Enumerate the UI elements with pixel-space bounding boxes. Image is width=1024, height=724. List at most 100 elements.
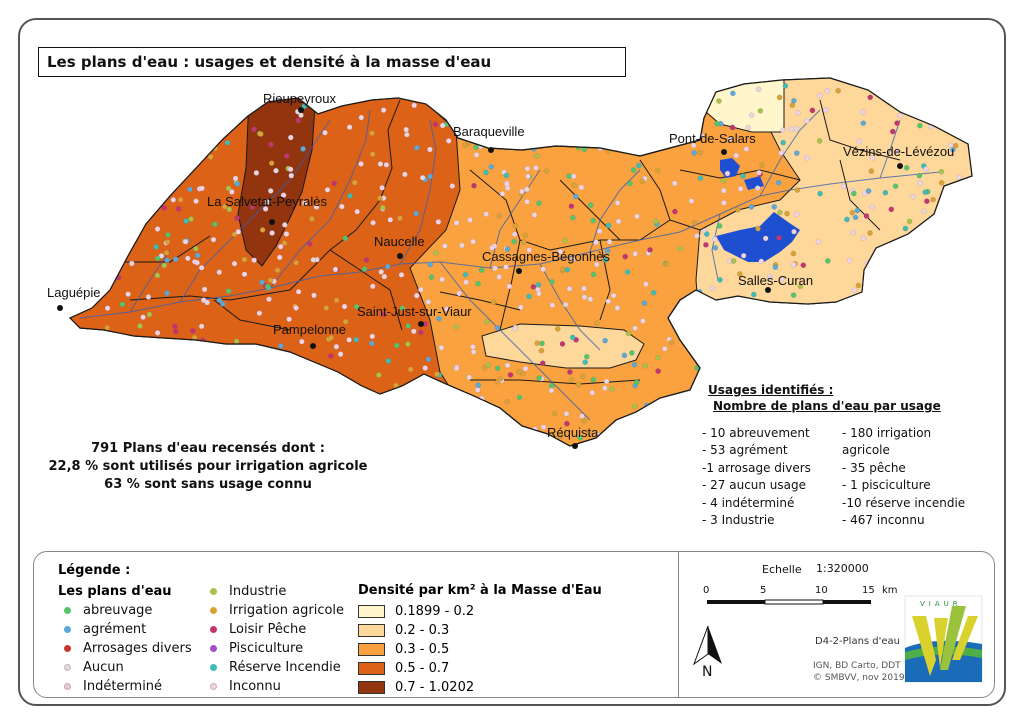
credits: IGN, BD Carto, DDT © SMBVV, nov 2019 bbox=[813, 660, 905, 684]
pond-dot bbox=[333, 343, 340, 350]
pond-dot bbox=[154, 255, 161, 262]
stats-irrigation: 22,8 % sont utilisés pour irrigation agr… bbox=[48, 459, 368, 474]
pond-dot bbox=[488, 164, 495, 170]
pond-dot bbox=[539, 340, 545, 347]
pond-dot bbox=[892, 183, 899, 189]
pond-dot bbox=[407, 366, 414, 373]
pond-dot bbox=[413, 210, 420, 217]
pond-dot bbox=[566, 173, 572, 179]
pond-dot bbox=[793, 211, 800, 217]
pond-dot bbox=[310, 256, 317, 263]
pond-dot bbox=[590, 217, 597, 224]
swatch-icon bbox=[358, 681, 385, 694]
density-item: 0.5 - 0.7 bbox=[358, 659, 474, 678]
pond-dot bbox=[816, 138, 823, 144]
swatch-icon bbox=[358, 662, 385, 675]
pond-dot bbox=[641, 300, 648, 306]
pond-dot bbox=[369, 283, 376, 290]
pond-dot bbox=[567, 369, 573, 375]
pond-dot bbox=[194, 259, 200, 266]
pond-dot bbox=[369, 151, 376, 157]
pond-dot bbox=[183, 218, 189, 224]
pond-dot bbox=[259, 279, 265, 286]
pond-dot bbox=[748, 204, 755, 210]
pond-dot bbox=[417, 286, 424, 293]
pond-dot bbox=[483, 211, 490, 217]
pond-dot bbox=[433, 371, 440, 378]
density-item: 0.7 - 1.0202 bbox=[358, 678, 474, 697]
pond-dot bbox=[177, 196, 184, 203]
town-naucelle: Naucelle bbox=[374, 234, 425, 249]
pond-dot bbox=[578, 184, 585, 191]
swatch-icon bbox=[358, 605, 385, 618]
pond-dot bbox=[740, 173, 746, 179]
pond-dot bbox=[735, 206, 741, 213]
pond-dot bbox=[581, 285, 587, 292]
pond-dot bbox=[427, 261, 433, 268]
pond-dot bbox=[211, 221, 218, 227]
pond-dot bbox=[351, 179, 358, 186]
pond-dot bbox=[815, 239, 822, 245]
pond-dot bbox=[589, 389, 596, 396]
pond-dot bbox=[337, 351, 344, 357]
pond-dot bbox=[442, 243, 448, 249]
pond-dot bbox=[536, 290, 542, 297]
pond-statistics: 791 Plans d'eau recensés dont : 22,8 % s… bbox=[40, 440, 376, 494]
pond-dot bbox=[287, 134, 294, 141]
pond-dot bbox=[347, 192, 353, 199]
pond-dot bbox=[920, 208, 927, 214]
pond-dot bbox=[754, 185, 761, 191]
pond-dot bbox=[712, 244, 719, 251]
pond-dot bbox=[526, 247, 533, 253]
legend-item: Loisir Pêche bbox=[210, 620, 344, 639]
town-markers: Rieupeyroux Baraqueville Pont-de-Salars … bbox=[47, 91, 954, 449]
dot-icon bbox=[64, 626, 71, 633]
pond-dot bbox=[575, 381, 582, 388]
pond-dot bbox=[849, 209, 856, 216]
pond-dot bbox=[249, 204, 256, 210]
pond-dot bbox=[543, 168, 550, 174]
pond-dot bbox=[494, 324, 501, 331]
pond-dot bbox=[453, 323, 460, 330]
map-title: Les plans d'eau : usages et densité à la… bbox=[38, 47, 626, 77]
pond-dot bbox=[489, 244, 495, 251]
pond-dot bbox=[283, 231, 290, 237]
pond-dot bbox=[923, 166, 929, 172]
pond-dot bbox=[519, 188, 525, 195]
pond-dot bbox=[490, 299, 497, 305]
usage-item: - 53 agrément bbox=[702, 443, 788, 458]
pond-dot bbox=[280, 192, 287, 198]
pond-dot bbox=[333, 297, 340, 304]
usage-item: -10 réserve incendie bbox=[842, 495, 966, 510]
pond-dot bbox=[655, 368, 661, 374]
pond-dot bbox=[503, 172, 510, 179]
pond-dot bbox=[579, 413, 585, 420]
pond-dot bbox=[551, 410, 558, 417]
pond-dot bbox=[425, 356, 432, 363]
pond-dot bbox=[882, 189, 889, 196]
pond-dot bbox=[267, 277, 274, 284]
town-rieupeyroux: Rieupeyroux bbox=[263, 91, 336, 106]
usage-counts: Usages identifiés : Nombre de plans d'ea… bbox=[702, 383, 1002, 529]
usage-item: - 10 abreuvement bbox=[702, 426, 810, 440]
pond-dot bbox=[274, 267, 281, 274]
pond-dot bbox=[521, 239, 527, 245]
pond-dot bbox=[522, 365, 529, 372]
legend-item: Arrosages divers bbox=[64, 639, 192, 658]
pond-dot bbox=[104, 324, 110, 331]
pond-dot bbox=[668, 339, 675, 346]
pond-dot bbox=[691, 219, 698, 226]
pond-dot bbox=[403, 126, 410, 133]
usage-list-left: - 10 abreuvement - 53 agrément -1 arrosa… bbox=[702, 425, 842, 529]
pond-dot bbox=[512, 223, 519, 229]
pond-dot bbox=[588, 202, 594, 208]
pond-dot bbox=[868, 168, 875, 174]
pond-dot bbox=[216, 269, 223, 276]
pond-dot bbox=[425, 298, 432, 305]
pond-dot bbox=[235, 228, 242, 235]
legend-item: abreuvage bbox=[64, 601, 192, 620]
pond-dot bbox=[759, 162, 765, 168]
pond-dot bbox=[268, 160, 275, 166]
pond-dot bbox=[512, 325, 519, 332]
pond-dot bbox=[125, 291, 131, 297]
